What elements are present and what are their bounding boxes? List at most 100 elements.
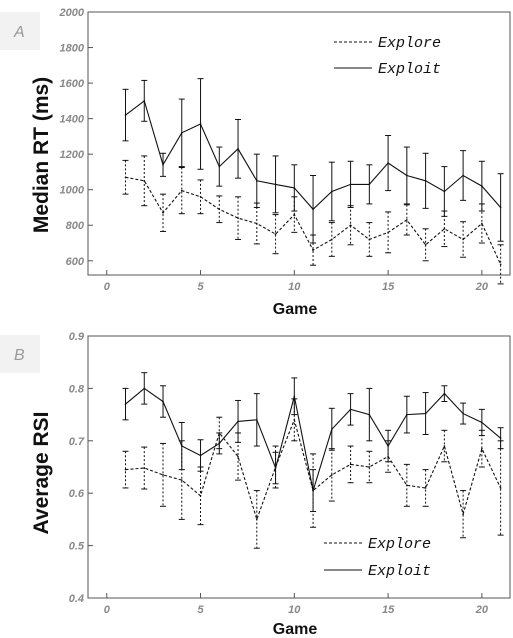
panel-a-ytick-label: 2000	[59, 7, 85, 19]
panel-b-exploit-point	[331, 428, 333, 431]
panel-b-legend-exploit-label: Exploit	[368, 563, 431, 580]
panel-b-marks	[122, 372, 504, 549]
panel-a-exploit-point	[387, 162, 389, 164]
panel-b-explore-point	[255, 518, 258, 521]
panel-a-exploit-point	[274, 183, 277, 186]
panel-b-xtick-label: 20	[475, 604, 489, 616]
panel-a-ytick-label: 1400	[60, 114, 85, 126]
panel-a-explore-point	[368, 238, 371, 241]
panel-b-exploit-point	[124, 403, 127, 405]
panel-b-xtick-label: 15	[382, 604, 395, 616]
panel-a-exploit-point	[481, 185, 483, 187]
panel-b-explore-point	[237, 455, 239, 458]
panel-b-xtick-label: 10	[288, 604, 301, 616]
panel-b-explore-point	[443, 445, 446, 447]
panel-b-explore-point	[368, 466, 371, 468]
panel-a-legend-exploit-label: Exploit	[378, 61, 441, 78]
panel-a-explore-point	[424, 243, 427, 246]
panel-b-exploit-point	[237, 420, 239, 423]
panel-a-exploit-point	[331, 190, 333, 193]
panel-a-ytick-label: 1000	[60, 185, 85, 197]
panel-a-explore-point	[312, 249, 314, 251]
panel-a-ytick-label: 1600	[60, 78, 85, 90]
panel-b-ytick-label: 0.7	[69, 436, 85, 448]
panel-b-explore-point	[331, 474, 333, 476]
panel-b-letter-box	[0, 335, 40, 373]
panel-b-legend: Explore Exploit	[324, 536, 431, 580]
panel-a-exploit-point	[162, 164, 164, 166]
panel-a-xtick-label: 0	[104, 281, 111, 293]
panel-b-exploit-point	[349, 408, 352, 411]
panel-b-exploit-point	[162, 400, 164, 403]
panel-a-exploit-point	[424, 180, 427, 182]
panel-a-exploit-point	[199, 123, 202, 125]
panel-a-exploit-point	[143, 100, 146, 102]
panel-a-xlabel: Game	[273, 301, 318, 318]
panel-a-explore-point	[162, 212, 164, 214]
panel-b-exploit-point	[368, 413, 371, 416]
panel-a-exploit-point	[237, 148, 239, 150]
panel-a-xtick-label: 20	[475, 281, 489, 293]
panel-b-ytick-label: 0.5	[69, 541, 85, 553]
panel-a-ytick-label: 1200	[60, 149, 85, 161]
panel-a-exploit-point	[349, 183, 352, 186]
panel-b-exploit-point	[387, 445, 389, 447]
panel-a-exploit-point	[218, 165, 221, 168]
panel-a-ticks: 0 5 10 15 20 600 800 1000 1200 1400 1600 1800 2000	[59, 7, 489, 293]
panel-b-xtick-label: 0	[104, 604, 111, 616]
panel-a-plot-frame	[87, 11, 511, 276]
panel-b-explore-point	[124, 468, 127, 471]
panel-a-xtick-label: 15	[382, 281, 395, 293]
panel-a-explore-point	[349, 224, 352, 227]
panel-b-legend-explore-label: Explore	[368, 536, 431, 553]
panel-b-explore-point	[199, 495, 202, 497]
panel-b-letter: B	[14, 347, 25, 364]
panel-b-exploit-point	[199, 454, 202, 457]
panel-a-ylabel: Median RT (ms)	[30, 77, 53, 233]
panel-a-explore-point	[237, 217, 239, 219]
panel-a-explore-point	[180, 189, 183, 192]
panel-a-explore-point	[387, 231, 389, 234]
panel-b-exploit-point	[255, 419, 258, 421]
panel-b-ytick-label: 0.4	[69, 593, 84, 605]
panel-b-explore-point	[424, 487, 427, 489]
panel-b-exploit-point	[443, 392, 446, 395]
panel-b-ytick-label: 0.9	[69, 331, 85, 343]
panel-a-ytick-label: 800	[66, 220, 85, 232]
panel-a-explore-point	[199, 196, 202, 198]
panel-a-explore-point	[499, 263, 502, 266]
panel-b-exploit-point	[312, 489, 314, 492]
panel-b-explore-point	[499, 487, 502, 489]
panel-b-explore-line	[125, 418, 502, 522]
panel-a-ytick-label: 1800	[60, 43, 85, 55]
panel-b-ylabel: Average RSI	[30, 412, 53, 535]
panel-b-ticks: 0 5 10 15 20 0.4 0.5 0.6 0.7 0.8 0.9	[69, 331, 489, 616]
panel-a-explore-point	[481, 222, 483, 225]
panel-b-explore-point	[180, 479, 183, 481]
panel-b-explore-point	[481, 447, 483, 450]
panel-a-explore-point	[406, 219, 408, 221]
panel-a-explore-point	[255, 222, 258, 225]
panel-a-exploit-point	[443, 190, 446, 193]
panel-b-explore-point	[162, 474, 164, 476]
panel-a: A 0 5 10 15 20 600 800 1000 1200 1400 1600 1800 2000…	[0, 7, 511, 318]
panel-b-exploit-point	[274, 467, 277, 469]
panel-a-explore-point	[124, 176, 127, 179]
panel-b-explore-point	[349, 463, 352, 466]
panel-a-exploit-point	[180, 132, 183, 134]
panel-b-exploit-point	[293, 395, 296, 398]
panel-b-ytick-label: 0.8	[69, 383, 85, 395]
panel-a-explore-point	[443, 227, 446, 230]
panel-a-ytick-label: 600	[66, 256, 85, 268]
panel-b-ytick-label: 0.6	[69, 488, 85, 500]
panel-a-explore-point	[462, 238, 464, 241]
panel-a-exploit-point	[499, 206, 502, 209]
panel-b-xtick-label: 5	[197, 604, 204, 616]
panel-a-letter-box	[0, 12, 40, 50]
panel-a-xtick-label: 10	[288, 281, 301, 293]
panel-a-exploit-point	[368, 183, 371, 186]
panel-b-exploit-point	[499, 437, 502, 439]
panel-b-exploit-point	[424, 412, 427, 415]
panel-a-exploit-point	[124, 114, 127, 116]
panel-b-explore-point	[143, 467, 146, 469]
